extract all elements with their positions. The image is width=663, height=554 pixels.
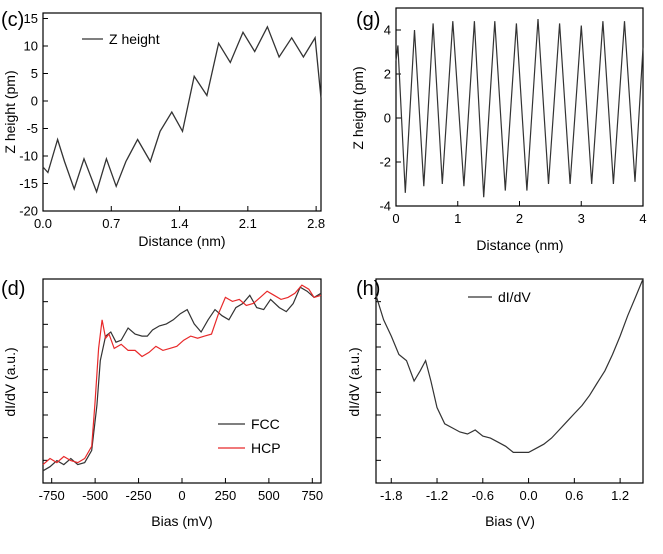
y-tick-label: -5 xyxy=(26,121,38,136)
x-tick-label: 2 xyxy=(516,211,523,226)
tick-group: 0 1 2 3 4 -4 -2 0 2 4 xyxy=(379,23,646,227)
x-tick-label: -0.6 xyxy=(472,488,494,503)
panel-label-h: (h) xyxy=(356,278,380,300)
legend: dI/dV xyxy=(468,289,531,305)
y-tick-label: 2 xyxy=(384,67,391,82)
legend-label-hcp: HCP xyxy=(251,440,281,456)
tick-group: 0.0 0.7 1.4 2.1 2.8 -20 -15 -10 -5 0 5 10 15 xyxy=(19,11,325,231)
x-tick-label: 2.8 xyxy=(307,216,325,231)
x-tick-label: 3 xyxy=(578,211,585,226)
y-tick-label: -10 xyxy=(19,149,38,164)
plot-frame xyxy=(395,7,644,207)
series-line-didv xyxy=(375,278,644,453)
y-axis-title: dI/dV (a.u.) xyxy=(2,347,18,416)
x-tick-label: 1.2 xyxy=(611,488,629,503)
x-tick-label: 0.7 xyxy=(102,216,120,231)
legend: Z height xyxy=(82,31,160,47)
x-tick-label: 0.0 xyxy=(34,216,52,231)
plot-frame xyxy=(375,278,644,484)
legend-label-didv: dI/dV xyxy=(498,289,531,305)
x-tick-label: 0.6 xyxy=(565,488,583,503)
x-axis-title: Distance (nm) xyxy=(138,233,225,249)
x-tick-label: 4 xyxy=(639,211,646,226)
x-tick-label: -500 xyxy=(82,488,108,503)
legend: FCC HCP xyxy=(218,416,281,456)
x-tick-label: 250 xyxy=(215,488,237,503)
y-tick-label: 0 xyxy=(31,94,38,109)
series-line-fcc xyxy=(42,286,322,472)
panel-label-c: (c) xyxy=(1,9,24,31)
plot-frame xyxy=(42,12,322,212)
x-tick-label: -250 xyxy=(126,488,152,503)
x-tick-label: -750 xyxy=(39,488,65,503)
x-tick-label: -1.8 xyxy=(380,488,402,503)
y-tick-label: -2 xyxy=(379,155,391,170)
x-tick-label: 750 xyxy=(301,488,323,503)
y-tick-label: 4 xyxy=(384,23,391,38)
tick-group: -750 -500 -250 0 250 500 750 xyxy=(39,301,323,503)
y-axis-title: Z height (pm) xyxy=(350,66,366,149)
y-axis-title: Z height (pm) xyxy=(2,70,18,153)
y-tick-label: 5 xyxy=(31,66,38,81)
x-tick-label: 1.4 xyxy=(171,216,189,231)
x-axis-title: Bias (mV) xyxy=(151,513,212,529)
series-line-z-height xyxy=(395,18,644,198)
x-tick-label: 0 xyxy=(392,211,399,226)
x-tick-label: 500 xyxy=(258,488,280,503)
panel-label-d: (d) xyxy=(1,278,25,300)
y-tick-label: -20 xyxy=(19,204,38,219)
panel-d: (d) -750 -500 -250 0 250 500 750 FCC HCP Bias … xyxy=(1,278,323,529)
legend-label-fcc: FCC xyxy=(251,416,280,432)
x-tick-label: -1.2 xyxy=(426,488,448,503)
x-axis-title: Bias (V) xyxy=(485,513,535,529)
x-tick-label: 0.0 xyxy=(520,488,538,503)
x-tick-label: 0 xyxy=(178,488,185,503)
y-axis-title: dI/dV (a.u.) xyxy=(346,347,362,416)
tick-group: -1.8 -1.2 -0.6 0.0 0.6 1.2 xyxy=(376,301,629,503)
panel-c: (c) 0.0 0.7 1.4 2.1 2.8 -20 -15 -10 -5 0 5 10 15 Z h… xyxy=(1,9,325,249)
y-tick-label: 10 xyxy=(24,39,38,54)
panel-h: (h) -1.8 -1.2 -0.6 0.0 0.6 1.2 dI/dV Bias (V)… xyxy=(346,278,644,529)
y-tick-label: -15 xyxy=(19,176,38,191)
y-tick-label: 0 xyxy=(384,111,391,126)
x-axis-title: Distance (nm) xyxy=(476,237,563,253)
series-line-hcp xyxy=(42,284,322,466)
y-tick-label: -4 xyxy=(379,199,391,214)
y-tick-label: 15 xyxy=(24,11,38,26)
series-line-z-height xyxy=(42,25,322,194)
x-tick-label: 1 xyxy=(454,211,461,226)
panel-label-g: (g) xyxy=(356,9,380,31)
panel-g: (g) 0 1 2 3 4 -4 -2 0 2 4 Distance (nm) Z height … xyxy=(350,7,647,253)
x-tick-label: 2.1 xyxy=(239,216,257,231)
legend-label-z-height: Z height xyxy=(109,31,160,47)
